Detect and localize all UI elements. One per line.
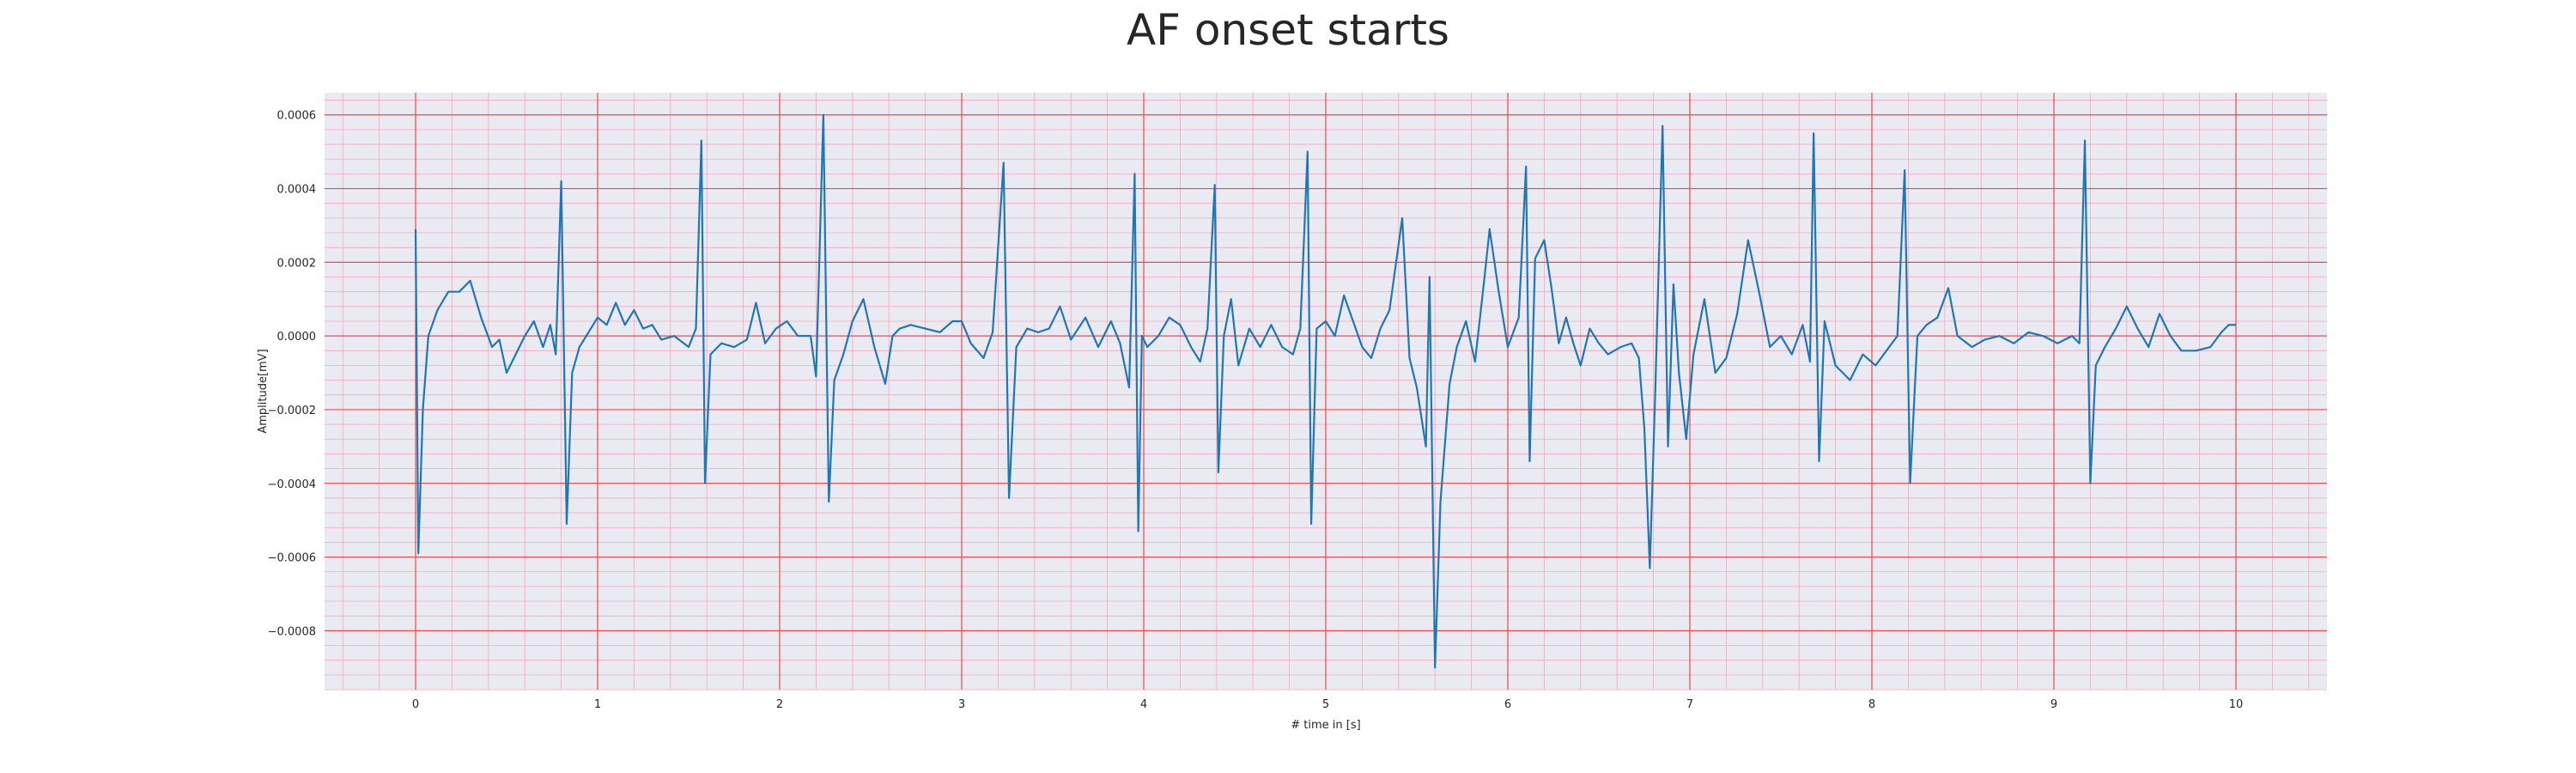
y-tick-label: 0.0006	[277, 110, 317, 123]
y-tick-label: −0.0006	[268, 552, 316, 565]
x-tick-label: 4	[1140, 698, 1147, 711]
y-axis-label: Amplitude[mV]	[257, 349, 270, 433]
y-tick-label: −0.0008	[268, 625, 316, 638]
x-tick-label: 2	[776, 698, 783, 711]
x-tick-labels: 0 1 2 3 4 5 6 7 8 9 10	[412, 698, 2243, 711]
x-tick-label: 10	[2229, 698, 2244, 711]
x-tick-label: 3	[958, 698, 965, 711]
x-tick-label: 0	[412, 698, 419, 711]
x-tick-label: 5	[1322, 698, 1329, 711]
y-tick-label: 0.0002	[277, 257, 317, 270]
y-tick-labels: 0.0006 0.0004 0.0002 0.0000 −0.0002 −0.0004 −0…	[268, 110, 316, 639]
x-tick-label: 8	[1868, 698, 1875, 711]
y-tick-label: 0.0000	[277, 331, 317, 344]
x-tick-label: 9	[2050, 698, 2057, 711]
series-line-0	[414, 113, 2236, 669]
x-axis-label: # time in [s]	[1291, 719, 1360, 732]
x-tick-label: 1	[594, 698, 601, 711]
series-group	[414, 113, 2236, 669]
y-tick-label: −0.0004	[268, 478, 316, 491]
x-tick-label: 7	[1686, 698, 1693, 711]
y-tick-label: 0.0004	[277, 184, 317, 197]
chart-title: AF onset starts	[1127, 5, 1449, 55]
x-tick-label: 6	[1504, 698, 1511, 711]
y-tick-label: −0.0002	[268, 405, 316, 417]
